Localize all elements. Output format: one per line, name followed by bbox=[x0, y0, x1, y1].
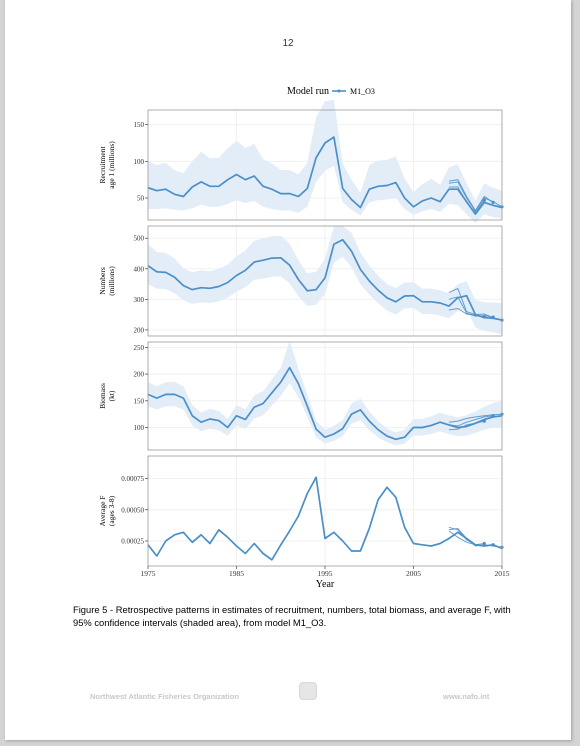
y-axis-label: Numbers (millions) bbox=[98, 266, 116, 296]
retro-line bbox=[448, 296, 494, 318]
nafo-logo-icon bbox=[299, 682, 317, 700]
y-axis-label-line2: (millions) bbox=[107, 266, 116, 296]
panel-border bbox=[147, 341, 503, 451]
y-axis-label: Average F (ages 3-8) bbox=[98, 495, 116, 526]
y-tick-label: 0.00050 bbox=[121, 506, 144, 514]
y-axis-label-line1: Numbers bbox=[98, 267, 107, 295]
footer-website: www.nafo.int bbox=[443, 692, 490, 701]
footer-organization: Northwest Atlantic Fisheries Organizatio… bbox=[90, 692, 239, 701]
retro-line bbox=[448, 527, 503, 548]
panel-1: 50 100 150 Recruitment age 1 (millions) bbox=[98, 99, 504, 223]
confidence-band bbox=[148, 340, 502, 446]
confidence-band bbox=[148, 99, 502, 223]
x-tick-label: 1995 bbox=[318, 569, 333, 578]
y-axis-label-line2: (ages 3-8) bbox=[107, 495, 116, 526]
retro-line bbox=[448, 179, 494, 212]
y-tick-label: 100 bbox=[134, 424, 145, 432]
series-line bbox=[147, 238, 503, 321]
page-number: 12 bbox=[282, 38, 294, 49]
series-line bbox=[147, 476, 503, 561]
x-axis: 1975 1985 1995 2005 2015 Year bbox=[141, 566, 510, 590]
x-axis-title: Year bbox=[316, 579, 335, 590]
x-tick-label: 1985 bbox=[229, 569, 244, 578]
y-axis-label-line1: Biomass bbox=[98, 383, 107, 409]
y-axis-label-line1: Recruitment bbox=[98, 146, 107, 184]
y-tick-label: 100 bbox=[134, 158, 145, 166]
retrospective-chart: Model run M1_O3 50 100 150 Recruitment age 1 (… bbox=[98, 86, 510, 590]
legend-key-marker bbox=[337, 89, 341, 93]
chart-legend: Model run M1_O3 bbox=[287, 86, 375, 97]
panel-3: 100 150 200 250 Biomass (kt) bbox=[98, 340, 504, 451]
panel-border bbox=[147, 225, 503, 337]
panel-border bbox=[147, 109, 503, 221]
retro-line bbox=[448, 415, 494, 427]
y-tick-label: 0.00075 bbox=[121, 475, 144, 483]
series-line bbox=[147, 136, 503, 215]
y-tick-label: 50 bbox=[137, 195, 145, 203]
panel-2: 200 300 400 500 Numbers (millions) bbox=[98, 225, 504, 337]
y-tick-label: 150 bbox=[134, 397, 145, 405]
legend-series-label: M1_O3 bbox=[350, 87, 375, 96]
figure-caption: Figure 5 - Retrospective patterns in est… bbox=[73, 604, 511, 628]
y-axis-label: Biomass (kt) bbox=[98, 383, 116, 409]
y-axis-label: Recruitment age 1 (millions) bbox=[98, 141, 116, 189]
y-tick-label: 500 bbox=[134, 235, 145, 243]
series-line bbox=[147, 366, 503, 441]
y-tick-label: 200 bbox=[134, 371, 145, 379]
y-tick-label: 300 bbox=[134, 296, 145, 304]
panel-4: 0.00025 0.00050 0.00075 Average F (ages 3-8) bbox=[98, 455, 504, 567]
retro-endpoint bbox=[482, 541, 486, 546]
x-tick-label: 2005 bbox=[406, 569, 421, 578]
y-tick-label: 150 bbox=[134, 121, 145, 129]
legend-title: Model run bbox=[287, 86, 329, 97]
y-tick-label: 400 bbox=[134, 265, 145, 273]
confidence-band bbox=[148, 226, 502, 335]
x-tick-label: 2015 bbox=[495, 569, 510, 578]
retro-line bbox=[448, 413, 503, 423]
retro-line bbox=[448, 181, 503, 213]
y-axis-label-line1: Average F bbox=[98, 496, 107, 527]
y-tick-label: 0.00025 bbox=[121, 538, 144, 546]
y-tick-label: 200 bbox=[134, 326, 145, 334]
x-tick-label: 1975 bbox=[141, 569, 156, 578]
y-tick-label: 250 bbox=[134, 344, 145, 352]
document-page: 12 Model run M1_O3 50 100 150 Recruitment age … bbox=[5, 0, 571, 740]
y-axis-label-line2: (kt) bbox=[107, 390, 116, 401]
y-axis-label-line2: age 1 (millions) bbox=[107, 141, 116, 189]
